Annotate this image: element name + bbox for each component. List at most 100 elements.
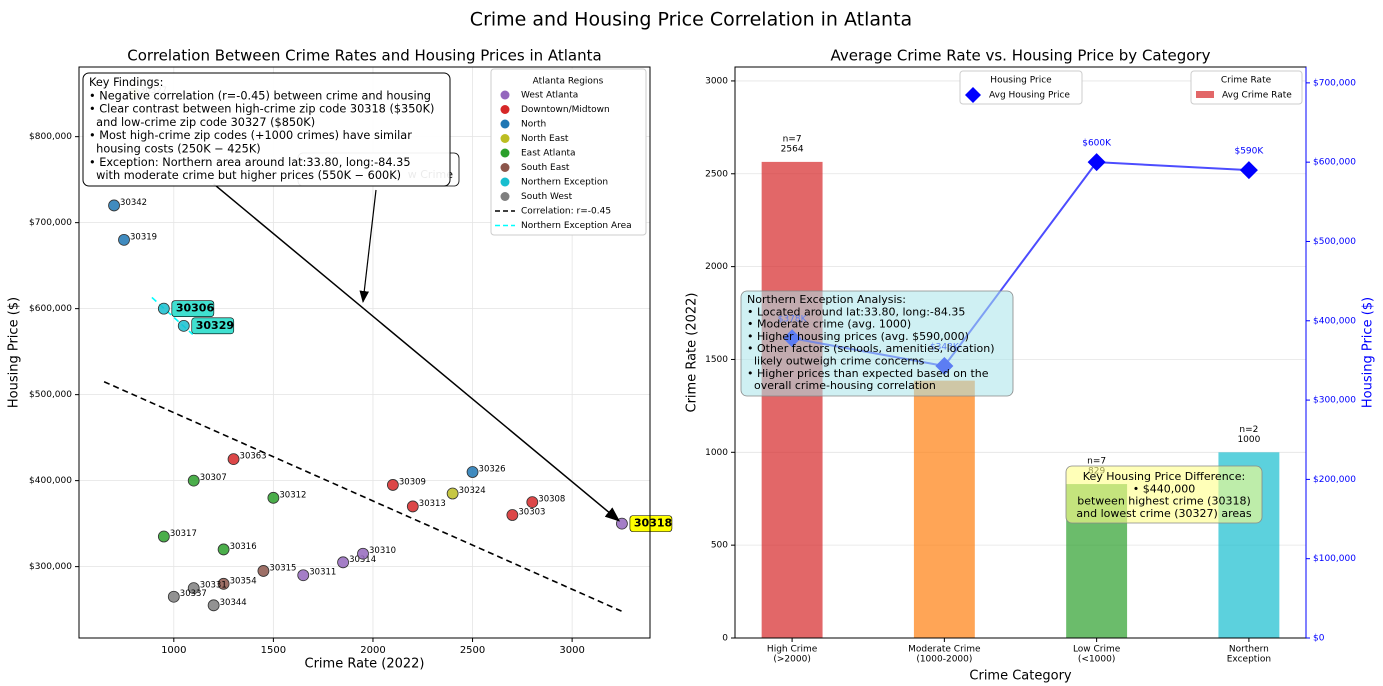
point-label: 30344 xyxy=(220,598,247,608)
legend-marker xyxy=(500,134,510,143)
point xyxy=(227,453,240,466)
y2-tick-label: $0 xyxy=(1313,634,1325,644)
point xyxy=(337,556,349,569)
point xyxy=(157,530,170,543)
point-label: 30308 xyxy=(538,495,565,505)
chart-title: Correlation Between Crime Rates and Hous… xyxy=(127,47,601,65)
label-box xyxy=(629,515,673,532)
legend-label: Northern Exception Area xyxy=(521,221,632,231)
plot-frame xyxy=(78,66,651,639)
point-label: 30329 xyxy=(196,319,234,332)
annotation-line: between highest crime (30318) xyxy=(1077,495,1251,508)
x-tick-label: Northern xyxy=(1229,645,1269,655)
legend-box xyxy=(1190,70,1303,105)
point xyxy=(506,509,519,521)
x-tick-label: Low Crime xyxy=(1073,645,1121,655)
legend-marker xyxy=(965,87,981,103)
legend-label: North East xyxy=(521,134,569,144)
y-tick-label: 2000 xyxy=(705,262,728,272)
bar xyxy=(913,380,975,638)
x-tick-label: High Crime xyxy=(767,645,818,655)
point xyxy=(357,547,369,560)
findings-line: • Most high-crime zip codes (+1000 crime… xyxy=(89,129,412,142)
point-label: 30337 xyxy=(180,589,207,599)
legend-marker xyxy=(500,192,510,201)
bar-label: n=7 xyxy=(783,134,802,144)
legend-label: Avg Crime Rate xyxy=(1222,91,1292,101)
findings-line: • Exception: Northern area around lat:33… xyxy=(89,156,411,169)
y2-tick-label: $200,000 xyxy=(1313,475,1356,485)
y-tick-label: 2500 xyxy=(705,169,728,179)
legend-label: Northern Exception xyxy=(521,178,608,188)
chart-title: Average Crime Rate vs. Housing Price by … xyxy=(831,47,1211,65)
point-label: 30354 xyxy=(230,576,257,586)
point-label: 30310 xyxy=(369,546,396,556)
reference-line xyxy=(103,381,623,613)
annotation-line: likely outweigh crime concerns xyxy=(747,355,925,368)
x-tick-label: 2000 xyxy=(360,645,385,656)
legend-title: Crime Rate xyxy=(1221,76,1272,86)
y-tick-label: 1000 xyxy=(705,448,728,458)
point xyxy=(257,565,270,577)
y-tick-label: $700,000 xyxy=(29,218,72,228)
point-label: 30313 xyxy=(419,499,446,509)
point xyxy=(466,466,479,478)
point-label: 30307 xyxy=(200,473,227,483)
line-marker xyxy=(1239,161,1258,180)
point-label: 30317 xyxy=(170,529,197,539)
label-box xyxy=(171,300,215,317)
x-tick-label: 1000 xyxy=(161,645,186,656)
x-tick-label: (<1000) xyxy=(1078,655,1115,665)
legend-marker xyxy=(500,105,510,114)
findings-line: housing costs (250K − 425K) xyxy=(89,143,261,156)
callout-arrow xyxy=(359,189,377,303)
point xyxy=(108,199,120,212)
findings-box xyxy=(82,72,451,187)
annotation-line: and lowest crime (30327) areas xyxy=(1076,507,1251,520)
point-label: 30326 xyxy=(479,465,506,475)
point-label: 30316 xyxy=(230,542,257,552)
annotation-line: Northern Exception Analysis: xyxy=(747,293,906,306)
x-tick-label: (1000-2000) xyxy=(916,655,972,665)
legend-label: East Atlanta xyxy=(521,149,576,159)
bar xyxy=(761,161,823,638)
legend-title: Housing Price xyxy=(990,76,1052,86)
bar-label: n=7 xyxy=(1087,457,1106,467)
annotation-line: • Higher housing prices (avg. $590,000) xyxy=(747,330,969,343)
point-label: 30318 xyxy=(634,517,672,530)
point xyxy=(386,479,399,491)
legend-marker xyxy=(500,163,510,172)
y2-tick-label: $500,000 xyxy=(1313,237,1356,247)
legend-marker xyxy=(500,148,510,158)
point-label: 30363 xyxy=(240,452,267,462)
point xyxy=(118,233,130,246)
y-axis-label: Housing Price ($) xyxy=(7,297,22,408)
y-tick-label: 3000 xyxy=(705,76,728,86)
legend-title: Atlanta Regions xyxy=(533,77,604,87)
point xyxy=(177,319,190,332)
legend-label: Downtown/Midtown xyxy=(521,105,610,115)
point-label: 30331 xyxy=(200,581,227,591)
x-tick-label: Exception xyxy=(1227,655,1271,665)
x-tick-label: (>2000) xyxy=(773,655,810,665)
y-tick-label: 500 xyxy=(711,541,728,551)
point xyxy=(526,496,539,509)
x-tick-label: 3000 xyxy=(559,645,584,656)
point xyxy=(446,487,459,500)
legend-marker xyxy=(500,90,510,100)
x-axis-label: Crime Rate (2022) xyxy=(305,657,425,672)
annotation-line: Key Housing Price Difference: xyxy=(1083,470,1245,483)
findings-line: with moderate crime but higher prices (5… xyxy=(89,169,401,182)
point xyxy=(167,590,180,603)
y2-axis-label: Housing Price ($) xyxy=(1361,297,1376,408)
annotation-line: • Located around lat:33.80, long:-84.35 xyxy=(747,305,965,318)
legend-marker xyxy=(500,119,510,129)
point xyxy=(157,302,170,315)
point-label: 30342 xyxy=(120,198,147,208)
label-box xyxy=(191,317,235,335)
y2-tick-label: $700,000 xyxy=(1313,78,1356,88)
point xyxy=(217,577,230,590)
findings-line: • Negative correlation (r=-0.45) between… xyxy=(89,89,431,102)
findings-line: and low-crime zip code 30327 ($850K) xyxy=(89,116,315,129)
